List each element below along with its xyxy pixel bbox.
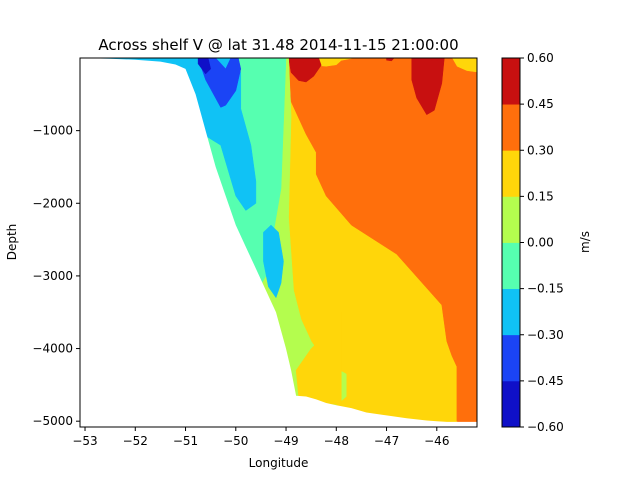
contour-region-6: [431, 58, 440, 62]
colorbar-segment: [502, 242, 520, 290]
colorbar-segment: [502, 288, 520, 336]
y-tick-label: −2000: [32, 196, 73, 210]
x-tick-label: −50: [223, 434, 248, 448]
colorbar-tick-label: −0.45: [527, 374, 564, 388]
colorbar-label: m/s: [578, 231, 592, 253]
colorbar-tick-label: −0.15: [527, 282, 564, 296]
x-tick-label: −47: [374, 434, 399, 448]
colorbar-segment: [502, 380, 520, 428]
plot-frame: [79, 57, 478, 428]
colorbar-tick-label: 0.30: [527, 143, 554, 157]
contour-region-13: [197, 58, 211, 75]
y-axis: −5000 −4000 −3000 −2000 −1000: [32, 124, 80, 428]
contour-region-4: [303, 58, 312, 65]
colorbar: −0.60 −0.45 −0.30 −0.15 0.00 0.15 0.30 0.45 0.60: [501, 51, 564, 434]
x-tick-label: −49: [273, 434, 298, 448]
colorbar-tick-label: 0.60: [527, 51, 554, 65]
x-tick-label: −52: [123, 434, 148, 448]
chart-title: Across shelf V @ lat 31.48 2014-11-15 21…: [98, 36, 458, 54]
x-tick-label: −46: [424, 434, 449, 448]
x-tick-label: −48: [324, 434, 349, 448]
colorbar-segment: [502, 150, 520, 197]
contour-region-3: [411, 58, 445, 116]
colorbar-segment: [502, 104, 520, 151]
colorbar-tick-label: −0.30: [527, 328, 564, 342]
contour-region-10: [80, 58, 257, 211]
contour-region-5: [386, 58, 395, 62]
colorbar-segment: [502, 58, 520, 105]
colorbar-segment: [502, 196, 520, 243]
colorbar-segment: [502, 334, 520, 382]
colorbar-tick-label: 0.45: [527, 97, 554, 111]
seafloor-mask: [80, 58, 477, 427]
y-tick-label: −4000: [32, 342, 73, 356]
y-axis-label: Depth: [5, 224, 19, 261]
x-tick-label: −51: [173, 434, 198, 448]
contour-region-2: [288, 58, 322, 83]
x-tick-label: −53: [72, 434, 97, 448]
colorbar-tick-label: 0.15: [527, 189, 554, 203]
colorbar-tick-label: −0.60: [527, 420, 564, 434]
contour-region-1: [288, 58, 477, 427]
x-axis: −53 −52 −51 −50 −49 −48 −47 −46: [72, 427, 449, 448]
y-tick-label: −3000: [32, 269, 73, 283]
colorbar-tick-label: 0.00: [527, 236, 554, 250]
y-tick-label: −1000: [32, 124, 73, 138]
x-axis-label: Longitude: [249, 456, 309, 470]
contour-region-11: [263, 224, 284, 299]
y-tick-label: −5000: [32, 414, 73, 428]
